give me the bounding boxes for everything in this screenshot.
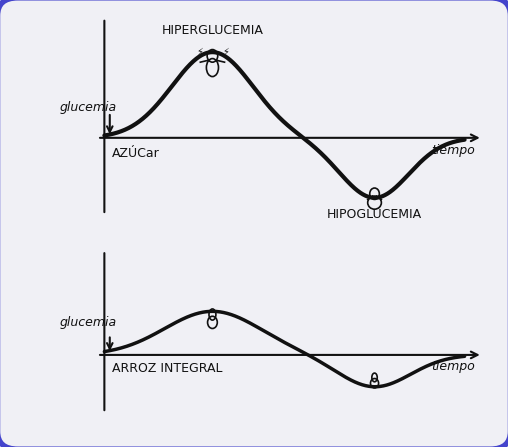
Text: tiempo: tiempo (432, 359, 475, 372)
Text: AZÚCar: AZÚCar (112, 147, 160, 160)
Text: ARROZ INTEGRAL: ARROZ INTEGRAL (112, 363, 222, 375)
Text: ⚡: ⚡ (222, 46, 229, 56)
Text: HIPERGLUCEMIA: HIPERGLUCEMIA (162, 24, 263, 37)
Text: ⚡: ⚡ (196, 46, 203, 56)
Text: tiempo: tiempo (432, 144, 475, 157)
Text: glucemia: glucemia (59, 316, 117, 329)
Text: glucemia: glucemia (59, 101, 117, 114)
Text: HIPOGLUCEMIA: HIPOGLUCEMIA (327, 208, 422, 221)
